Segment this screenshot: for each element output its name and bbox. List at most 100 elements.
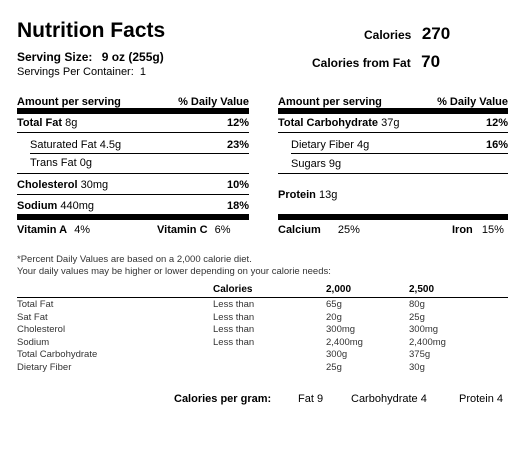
calories-per-gram-fat: Fat 9	[298, 393, 324, 405]
total-fat-dv: 12%	[226, 117, 249, 129]
dv-table-header-2000: 2,000	[326, 284, 352, 295]
left-bottom-rule	[17, 214, 249, 220]
serving-size-label: Serving Size:	[17, 50, 93, 64]
divider	[17, 173, 249, 174]
vitamin-c-dv: 6%	[214, 224, 231, 236]
sugars-amount: 9g	[328, 158, 342, 170]
divider	[278, 173, 508, 174]
calories-from-fat-value: 70	[421, 52, 441, 71]
iron-dv: 15%	[481, 224, 504, 236]
saturated-fat-row: Saturated Fat 4.5g	[30, 139, 121, 151]
dv-table-rule	[17, 297, 508, 298]
dv-table-nutrient: Total Fat	[17, 299, 54, 310]
calcium-dv: 25%	[337, 224, 360, 236]
divider	[30, 153, 249, 154]
total-carb-amount: 37g	[381, 117, 400, 129]
calories-per-gram-label: Calories per gram:	[174, 393, 272, 405]
dv-table-2500: 80g	[409, 299, 425, 310]
sodium-amount: 440mg	[60, 200, 95, 212]
right-header-dv: % Daily Value	[437, 96, 508, 108]
calcium-row: Calcium 25%	[278, 224, 360, 236]
dv-table-2500: 375g	[409, 349, 431, 360]
servings-per-container-label: Servings Per Container:	[17, 66, 134, 78]
sodium-row: Sodium 440mg	[17, 200, 94, 212]
total-carb-label: Total Carbohydrate	[278, 117, 379, 129]
calories-value: 270	[421, 24, 451, 43]
footnote-line-2: Your daily values may be higher or lower…	[17, 266, 331, 277]
dv-table-2500: 2,400mg	[409, 336, 446, 348]
dv-table-2000: 300mg	[326, 324, 356, 335]
calories-line: Calories 270	[364, 24, 450, 44]
dv-table-2000: 2,400mg	[326, 336, 363, 348]
cholesterol-row: Cholesterol 30mg	[17, 179, 108, 191]
dv-table-2000: 300g	[326, 349, 348, 360]
sodium-dv: 18%	[226, 200, 249, 212]
divider	[291, 153, 508, 154]
divider	[278, 132, 508, 133]
total-fat-label: Total Fat	[17, 117, 63, 129]
protein-amount: 13g	[318, 189, 338, 201]
cholesterol-dv: 10%	[226, 179, 249, 191]
dv-table-2000: 20g	[326, 311, 342, 323]
calories-from-fat-line: Calories from Fat 70	[312, 52, 440, 72]
dv-table-2500: 30g	[409, 361, 425, 373]
vitamin-c-label: Vitamin C	[157, 224, 208, 236]
sodium-label: Sodium	[17, 200, 58, 212]
saturated-fat-dv: 23%	[226, 139, 249, 151]
dv-table-qualifier: Less than	[213, 336, 255, 348]
divider	[17, 132, 249, 133]
total-fat-amount: 8g	[65, 117, 78, 129]
dv-table-2000: 65g	[326, 299, 342, 310]
dv-table-nutrient: Dietary Fiber	[17, 361, 72, 373]
sugars-label: Sugars	[291, 158, 326, 170]
vitamin-a-label: Vitamin A	[17, 224, 68, 236]
calcium-label: Calcium	[278, 224, 321, 236]
protein-row: Protein 13g	[278, 189, 337, 201]
dv-table-nutrient: Cholesterol	[17, 324, 66, 335]
cholesterol-amount: 30mg	[80, 179, 109, 191]
sugars-row: Sugars 9g	[291, 158, 341, 170]
dv-table-nutrient: Sodium	[17, 336, 50, 348]
vitamin-a-dv: 4%	[74, 224, 91, 236]
right-bottom-rule	[278, 214, 508, 220]
servings-per-container: Servings Per Container: 1	[17, 66, 146, 78]
right-header-rule	[278, 108, 508, 114]
fiber-row: Dietary Fiber 4g	[291, 139, 369, 151]
cholesterol-label: Cholesterol	[17, 179, 78, 191]
fiber-dv: 16%	[485, 139, 508, 151]
divider	[17, 194, 249, 195]
calories-from-fat-label: Calories from Fat	[312, 56, 411, 70]
trans-fat-row: Trans Fat 0g	[30, 157, 92, 169]
iron-label: Iron	[452, 224, 473, 236]
saturated-fat-label: Saturated Fat	[30, 139, 97, 151]
total-carb-row: Total Carbohydrate 37g	[278, 117, 399, 129]
dv-table-2500: 25g	[409, 311, 425, 323]
dv-table-nutrient: Sat Fat	[17, 311, 48, 323]
dv-table-qualifier: Less than	[213, 311, 255, 323]
label-title: Nutrition Facts	[17, 19, 166, 42]
dv-table-nutrient: Total Carbohydrate	[17, 349, 98, 360]
trans-fat-amount: 0g	[79, 157, 92, 169]
dv-table-qualifier: Less than	[213, 324, 255, 335]
trans-fat-label: Trans Fat	[30, 157, 77, 169]
vitamin-a-row: Vitamin A 4%	[17, 224, 90, 236]
servings-per-container-value: 1	[139, 66, 146, 78]
iron-row: Iron 15%	[452, 224, 504, 236]
dv-table-qualifier: Less than	[213, 299, 255, 310]
dv-table-2500: 300mg	[409, 324, 439, 335]
footnote-line-1: *Percent Daily Values are based on a 2,0…	[17, 254, 252, 265]
dv-table-header-calories: Calories	[213, 284, 253, 295]
left-header-dv: % Daily Value	[178, 96, 249, 108]
total-carb-dv: 12%	[485, 117, 508, 129]
total-fat-row: Total Fat 8g	[17, 117, 77, 129]
serving-size-value: 9 oz (255g)	[101, 50, 164, 64]
fiber-label: Dietary Fiber	[291, 139, 354, 151]
left-header-rule	[17, 108, 249, 114]
calories-per-gram-carbohydrate: Carbohydrate 4	[351, 393, 427, 405]
saturated-fat-amount: 4.5g	[99, 139, 122, 151]
protein-label: Protein	[278, 189, 316, 201]
dv-table-2000: 25g	[326, 361, 342, 373]
dv-table-header-2500: 2,500	[409, 284, 435, 295]
fiber-amount: 4g	[357, 139, 370, 151]
vitamin-c-row: Vitamin C 6%	[157, 224, 231, 236]
